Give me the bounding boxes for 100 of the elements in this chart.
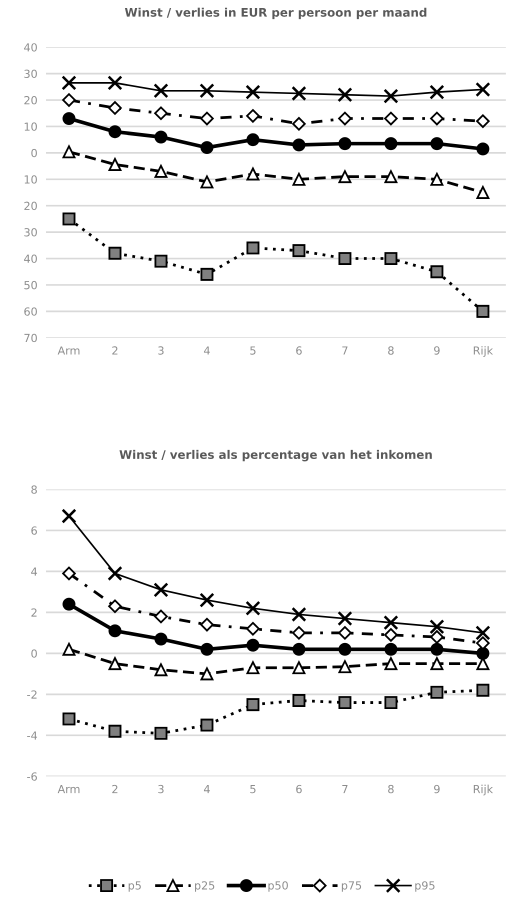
x-tick-label: 9 <box>434 346 440 355</box>
point <box>384 628 398 642</box>
x-tick-label: Rijk <box>474 784 494 796</box>
x-tick-label: 7 <box>342 785 348 794</box>
point <box>153 83 168 98</box>
point <box>338 660 352 674</box>
point <box>200 175 214 188</box>
x-tick-label: 8 <box>388 784 394 794</box>
point <box>246 638 260 652</box>
point <box>430 112 444 126</box>
y-tick-label: -4 <box>27 731 38 740</box>
point <box>430 265 444 278</box>
x-tick-label: 6 <box>296 784 302 794</box>
point <box>475 625 490 640</box>
point <box>108 599 122 614</box>
point <box>200 141 214 154</box>
y-tick-label: 6 <box>31 526 37 535</box>
x-tick-label: 2 <box>112 784 118 794</box>
point <box>200 718 214 732</box>
point <box>200 642 214 656</box>
point <box>61 508 76 524</box>
y-tick-label: 50 <box>24 280 37 290</box>
point <box>62 212 76 226</box>
point <box>384 657 398 670</box>
point <box>292 172 306 186</box>
x-tick-label: 3 <box>158 784 164 794</box>
point <box>246 133 260 146</box>
x-tick-label: 7 <box>342 346 348 355</box>
x-tick-label: Arm <box>58 346 80 355</box>
y-tick-label: 10 <box>24 122 37 131</box>
x-tick-label: 5 <box>250 346 256 355</box>
legend-label: p95 <box>415 881 435 892</box>
point <box>384 112 398 126</box>
point <box>476 142 490 156</box>
point <box>246 242 260 254</box>
point <box>338 626 352 640</box>
point <box>476 186 490 199</box>
point <box>154 610 168 624</box>
point <box>384 137 398 150</box>
point <box>200 667 214 680</box>
y-tick-label: 30 <box>24 228 37 236</box>
point <box>154 106 168 120</box>
point <box>430 657 444 670</box>
point <box>200 618 214 632</box>
point <box>108 657 122 670</box>
point <box>245 600 260 616</box>
point <box>292 626 306 640</box>
chart-title: Winst / verlies als percentage van het inkomen <box>119 450 432 462</box>
point <box>430 172 444 186</box>
point <box>246 661 260 674</box>
point <box>108 101 122 115</box>
x-tick-label: Rijk <box>474 346 494 357</box>
y-tick-label: 30 <box>24 70 37 78</box>
x-tick-label: 9 <box>434 784 440 794</box>
point <box>154 663 168 676</box>
point <box>429 619 444 634</box>
point <box>384 252 398 265</box>
point <box>383 615 398 630</box>
point <box>476 684 490 697</box>
x-tick-label: 2 <box>112 346 118 355</box>
x-tick-label: Arm <box>58 785 80 794</box>
legend-label: p50 <box>268 881 288 892</box>
y-tick-label: 8 <box>31 485 37 494</box>
point <box>62 112 76 125</box>
y-tick-label: 40 <box>24 43 37 52</box>
point <box>154 130 168 144</box>
point <box>154 726 168 740</box>
y-tick-label: -6 <box>27 772 37 781</box>
point <box>384 642 398 656</box>
point <box>292 642 306 656</box>
point <box>107 566 122 581</box>
y-tick-label: 0 <box>31 649 37 658</box>
legend-label: p5 <box>128 881 141 892</box>
point <box>292 117 306 131</box>
point <box>108 125 122 138</box>
point <box>338 642 352 656</box>
point <box>61 75 76 90</box>
point <box>430 137 444 150</box>
y-tick-label: 60 <box>24 307 37 316</box>
point <box>475 82 490 97</box>
x-tick-label: 6 <box>296 346 302 355</box>
y-tick-label: 20 <box>24 96 37 104</box>
y-tick-label: 0 <box>31 148 37 158</box>
x-tick-label: 4 <box>204 346 210 355</box>
y-tick-label: -2 <box>27 690 37 699</box>
point <box>107 75 122 90</box>
y-tick-label: 40 <box>24 254 37 263</box>
point <box>246 109 260 123</box>
point <box>62 566 76 580</box>
point <box>337 87 352 102</box>
point <box>62 712 76 726</box>
point <box>338 112 352 126</box>
legend-label: p25 <box>195 881 214 892</box>
point <box>108 246 122 260</box>
point <box>245 84 260 100</box>
point <box>338 696 352 710</box>
point <box>476 636 490 650</box>
point <box>476 646 490 660</box>
point <box>383 88 398 104</box>
point <box>476 304 490 318</box>
